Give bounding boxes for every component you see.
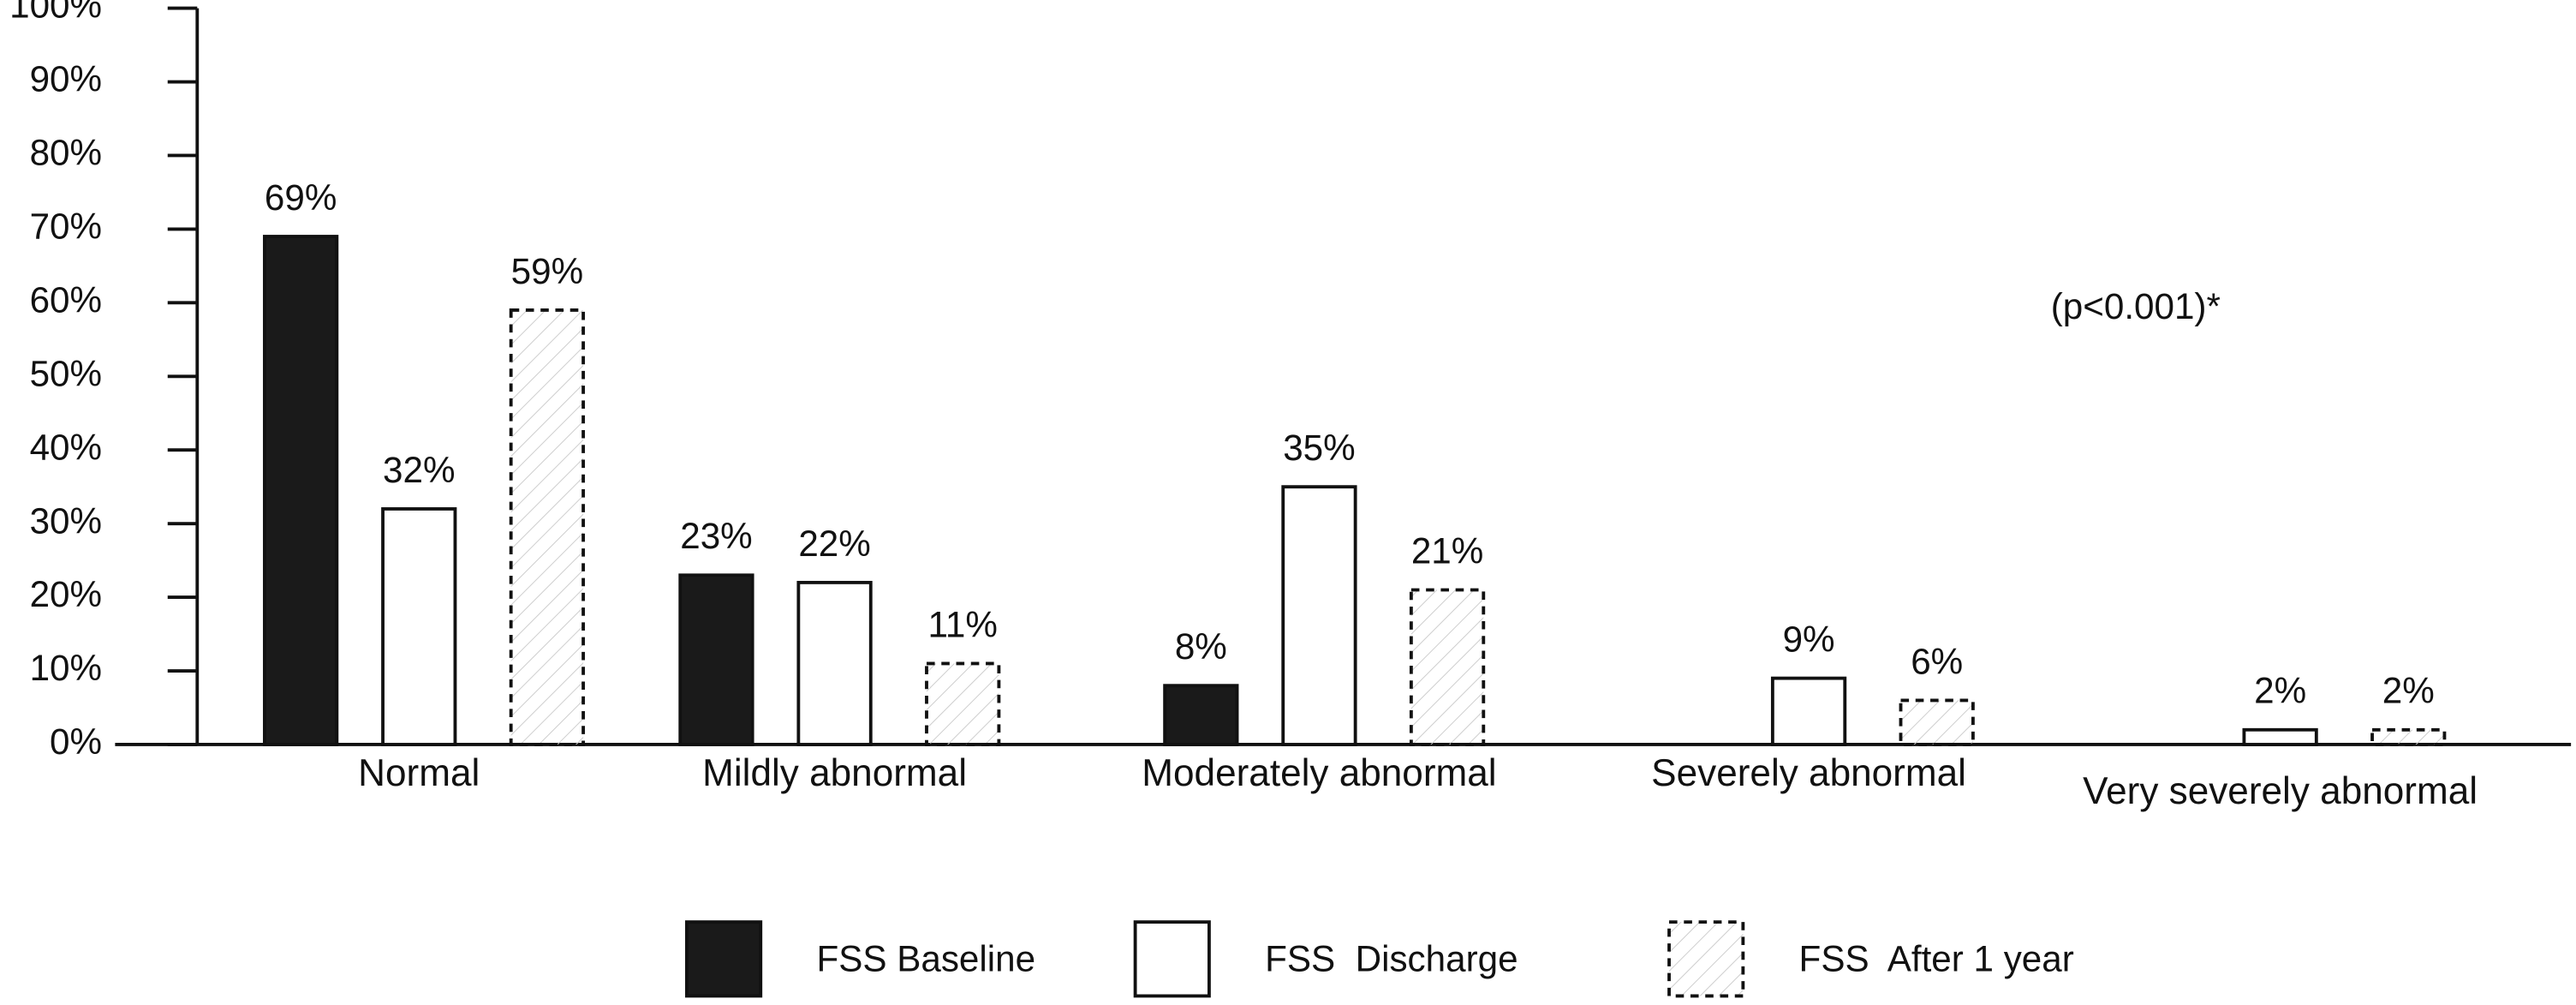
value-label: 32%	[383, 450, 455, 490]
value-label: 35%	[1283, 428, 1355, 468]
value-label: 69%	[265, 177, 337, 218]
y-tick-label: 0%	[50, 721, 102, 762]
annotation: (p<0.001)*	[2051, 286, 2221, 326]
legend-swatch	[1133, 920, 1211, 998]
value-label: 8%	[1175, 626, 1227, 667]
y-tick-label: 100%	[9, 0, 102, 26]
value-label: 23%	[680, 516, 752, 556]
x-tick-label: Very severely abnormal	[2083, 770, 2478, 812]
bar	[2242, 727, 2318, 746]
bar	[1281, 485, 1357, 746]
bar	[1899, 698, 1975, 746]
y-tick-label: 70%	[30, 206, 102, 247]
value-label: 11%	[928, 604, 998, 644]
bar	[2370, 727, 2447, 746]
y-tick-label: 40%	[30, 427, 102, 467]
value-label: 22%	[798, 523, 870, 564]
bar	[381, 507, 457, 746]
bar	[509, 308, 585, 746]
legend-swatch	[685, 920, 763, 998]
bar	[1770, 676, 1847, 746]
bar	[1163, 684, 1239, 746]
legend-swatch	[1667, 920, 1745, 998]
value-label: 59%	[511, 251, 583, 291]
y-tick-label: 20%	[30, 574, 102, 614]
y-tick-label: 10%	[30, 648, 102, 688]
legend-label: FSS Baseline	[816, 938, 1035, 978]
value-label: 2%	[2254, 671, 2306, 711]
bar	[925, 661, 1001, 746]
value-label: 2%	[2382, 671, 2435, 711]
y-tick-label: 80%	[30, 133, 102, 173]
y-tick-label: 60%	[30, 279, 102, 320]
value-label: 6%	[1911, 641, 1963, 681]
bar	[263, 235, 339, 746]
bar	[1409, 588, 1486, 746]
x-tick-label: Normal	[358, 752, 480, 794]
x-tick-label: Mildly abnormal	[702, 752, 967, 794]
x-tick-label: Severely abnormal	[1651, 752, 1966, 794]
x-tick-label: Moderately abnormal	[1142, 752, 1496, 794]
legend-label: FSS Discharge	[1265, 938, 1518, 978]
y-tick-label: 30%	[30, 500, 102, 541]
y-tick-label: 90%	[30, 59, 102, 99]
bar	[796, 580, 873, 746]
value-label: 9%	[1783, 619, 1835, 660]
bar	[678, 573, 754, 746]
value-label: 21%	[1411, 530, 1483, 571]
legend-label: FSS After 1 year	[1799, 938, 2074, 978]
y-tick-label: 50%	[30, 353, 102, 393]
